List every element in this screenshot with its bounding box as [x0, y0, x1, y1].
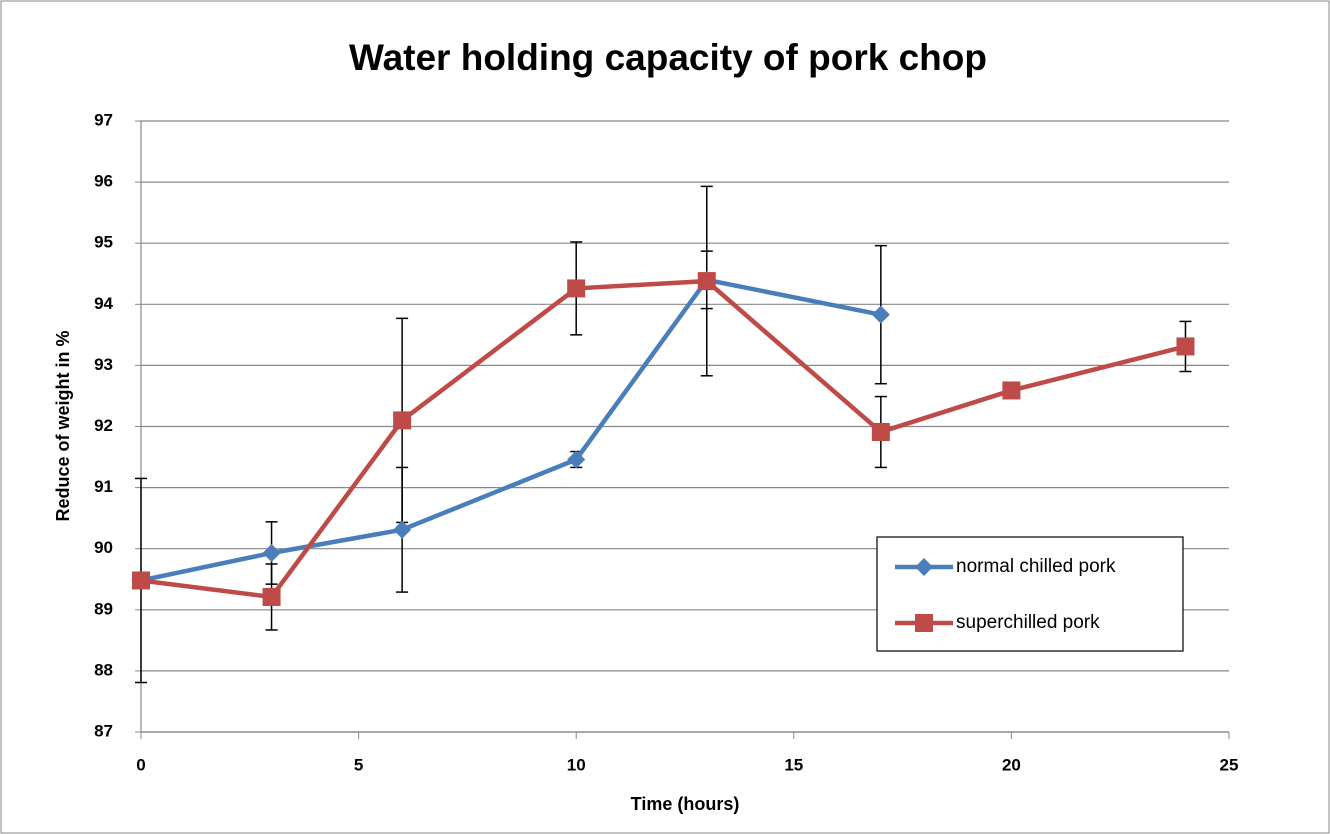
marker [1176, 337, 1195, 356]
marker [871, 422, 890, 441]
y-tick-label: 88 [94, 660, 113, 679]
y-tick-label: 93 [94, 355, 113, 374]
legend-box [876, 536, 1184, 652]
marker [697, 272, 716, 291]
marker [393, 520, 412, 539]
x-tick-label: 10 [567, 755, 586, 774]
series-line [140, 278, 1187, 600]
marker [262, 543, 281, 562]
marker [132, 571, 150, 590]
marker [567, 450, 586, 469]
x-tick-label: 0 [136, 755, 145, 774]
y-axis-label: Reduce of weight in % [53, 330, 73, 521]
chart-title: Water holding capacity of pork chop [349, 37, 987, 78]
marker [393, 411, 412, 430]
y-tick-label: 90 [94, 538, 113, 557]
x-axis-label: Time (hours) [631, 794, 740, 814]
x-tick-label: 20 [1002, 755, 1021, 774]
y-tick-label: 91 [94, 477, 113, 496]
y-tick-label: 97 [94, 110, 113, 129]
x-tick-label: 25 [1220, 755, 1239, 774]
y-tick-label: 94 [94, 294, 113, 313]
marker [567, 279, 586, 298]
marker [262, 587, 281, 606]
marker [1002, 381, 1021, 400]
x-tick-label: 5 [354, 755, 363, 774]
y-tick-label: 95 [94, 233, 113, 252]
y-tick-label: 89 [94, 599, 113, 618]
legend-marker [915, 614, 933, 632]
marker [871, 305, 890, 324]
legend-label: superchilled pork [956, 612, 1100, 633]
legend-marker [915, 558, 933, 576]
y-tick-label: 92 [94, 416, 113, 435]
y-tick-label: 87 [94, 721, 113, 740]
y-tick-label: 96 [94, 172, 113, 191]
series-line [140, 277, 882, 583]
legend-label: normal chilled pork [956, 556, 1116, 577]
x-tick-label: 15 [784, 755, 803, 774]
